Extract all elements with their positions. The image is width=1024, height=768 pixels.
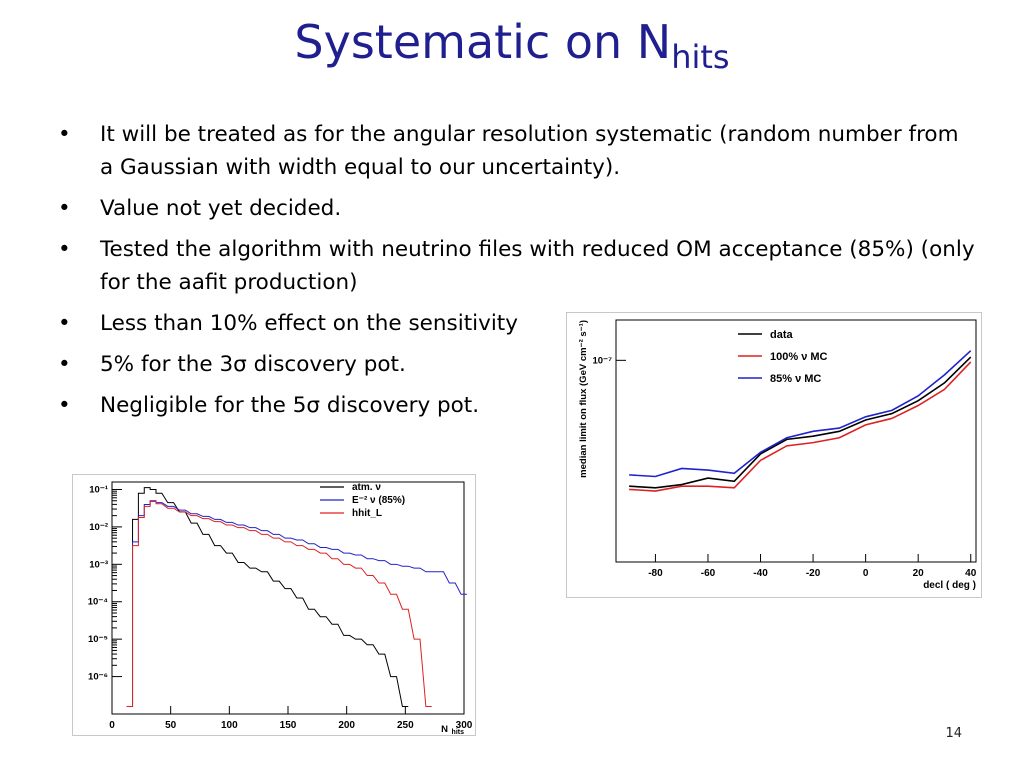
x-tick-label: -60 xyxy=(701,568,716,579)
legend-label: 85% ν MC xyxy=(770,373,821,385)
bullet-glyph: • xyxy=(58,352,71,377)
bullet-glyph: • xyxy=(58,196,71,221)
y-tick-label: 10⁻³ xyxy=(89,559,108,570)
x-tick-label: 250 xyxy=(397,720,414,731)
slide-title-main: Systematic on N xyxy=(294,15,672,69)
bullet-glyph: • xyxy=(58,311,71,336)
x-tick-label: 40 xyxy=(965,568,977,579)
sensitivity-legend: data 100% ν MC 85% ν MC xyxy=(738,329,828,385)
legend-label: data xyxy=(770,329,794,341)
bullet-glyph: • xyxy=(58,393,71,418)
series-line xyxy=(126,500,432,708)
y-tick-label: 10⁻⁵ xyxy=(88,634,108,645)
bullet-item: • Negligible for the 5σ discovery pot. xyxy=(58,389,560,422)
slide-title: Systematic on Nhits xyxy=(0,14,1024,85)
series-line xyxy=(126,487,409,708)
bullet-glyph: • xyxy=(58,122,71,147)
sensitivity-frame xyxy=(566,312,982,598)
x-tick-label: -40 xyxy=(753,568,768,579)
legend-label: atm. ν xyxy=(352,482,381,493)
x-tick-label: 200 xyxy=(338,720,355,731)
legend-label: 100% ν MC xyxy=(770,351,828,363)
legend-label: hhit_L xyxy=(352,508,382,519)
x-tick-label: 100 xyxy=(221,720,238,731)
histogram-frame xyxy=(72,474,476,736)
y-tick-label: 10⁻⁷ xyxy=(592,355,612,366)
x-tick-label: -20 xyxy=(806,568,821,579)
x-axis-label: N xyxy=(441,724,448,735)
x-axis-label-sub: hits xyxy=(452,729,465,736)
series-line xyxy=(126,500,467,708)
bullet-list: • It will be treated as for the angular r… xyxy=(58,118,978,430)
x-tick-label: 20 xyxy=(913,568,925,579)
histogram-chart: 0 50 100 150 200 250 300 10⁻¹ 10⁻² 10⁻³ 10⁻⁴ 10⁻⁵ 10… xyxy=(72,474,476,736)
x-tick-label: 0 xyxy=(109,720,115,731)
series-line xyxy=(629,361,972,492)
x-tick-label: 50 xyxy=(165,720,177,731)
x-tick-label: 300 xyxy=(456,720,473,731)
bullet-item: • Value not yet decided. xyxy=(58,192,978,225)
bullet-text: Less than 10% effect on the sensitivity xyxy=(100,311,518,336)
bullet-item: • Tested the algorithm with neutrino file… xyxy=(58,233,978,299)
page-number: 14 xyxy=(945,726,962,741)
y-tick-label: 10⁻⁶ xyxy=(88,672,108,683)
bullet-text: Tested the algorithm with neutrino files… xyxy=(100,237,975,295)
bullet-text: 5% for the 3σ discovery pot. xyxy=(100,352,406,377)
plot-area xyxy=(615,319,977,563)
sensitivity-chart: -80 -60 -40 -20 0 20 40 10⁻⁷ data 100% ν MC 85% ν … xyxy=(566,312,982,598)
bullet-item: • It will be treated as for the angular r… xyxy=(58,118,978,184)
y-tick-label: 10⁻⁴ xyxy=(88,597,109,608)
bullet-text: Value not yet decided. xyxy=(100,196,342,221)
series-line xyxy=(629,350,972,478)
x-tick-label: -80 xyxy=(648,568,663,579)
histogram-legend: atm. ν E⁻² ν (85%) hhit_L xyxy=(320,482,405,519)
series-line xyxy=(629,356,972,489)
x-axis-label: decl ( deg ) xyxy=(923,580,976,591)
y-tick-label: 10⁻² xyxy=(89,522,108,533)
slide-title-sub: hits xyxy=(671,38,730,76)
x-tick-label: 0 xyxy=(863,568,869,579)
bullet-text: It will be treated as for the angular re… xyxy=(100,122,959,180)
y-tick-label: 10⁻¹ xyxy=(89,484,108,495)
legend-label: E⁻² ν (85%) xyxy=(352,495,405,506)
bullet-item: • Less than 10% effect on the sensitivity xyxy=(58,307,560,340)
bullet-text: Negligible for the 5σ discovery pot. xyxy=(100,393,480,418)
x-tick-label: 150 xyxy=(280,720,297,731)
bullet-item: • 5% for the 3σ discovery pot. xyxy=(58,348,560,381)
y-axis-label: median limit on flux (GeV cm⁻² s⁻¹) xyxy=(578,320,589,478)
bullet-glyph: • xyxy=(58,237,71,262)
